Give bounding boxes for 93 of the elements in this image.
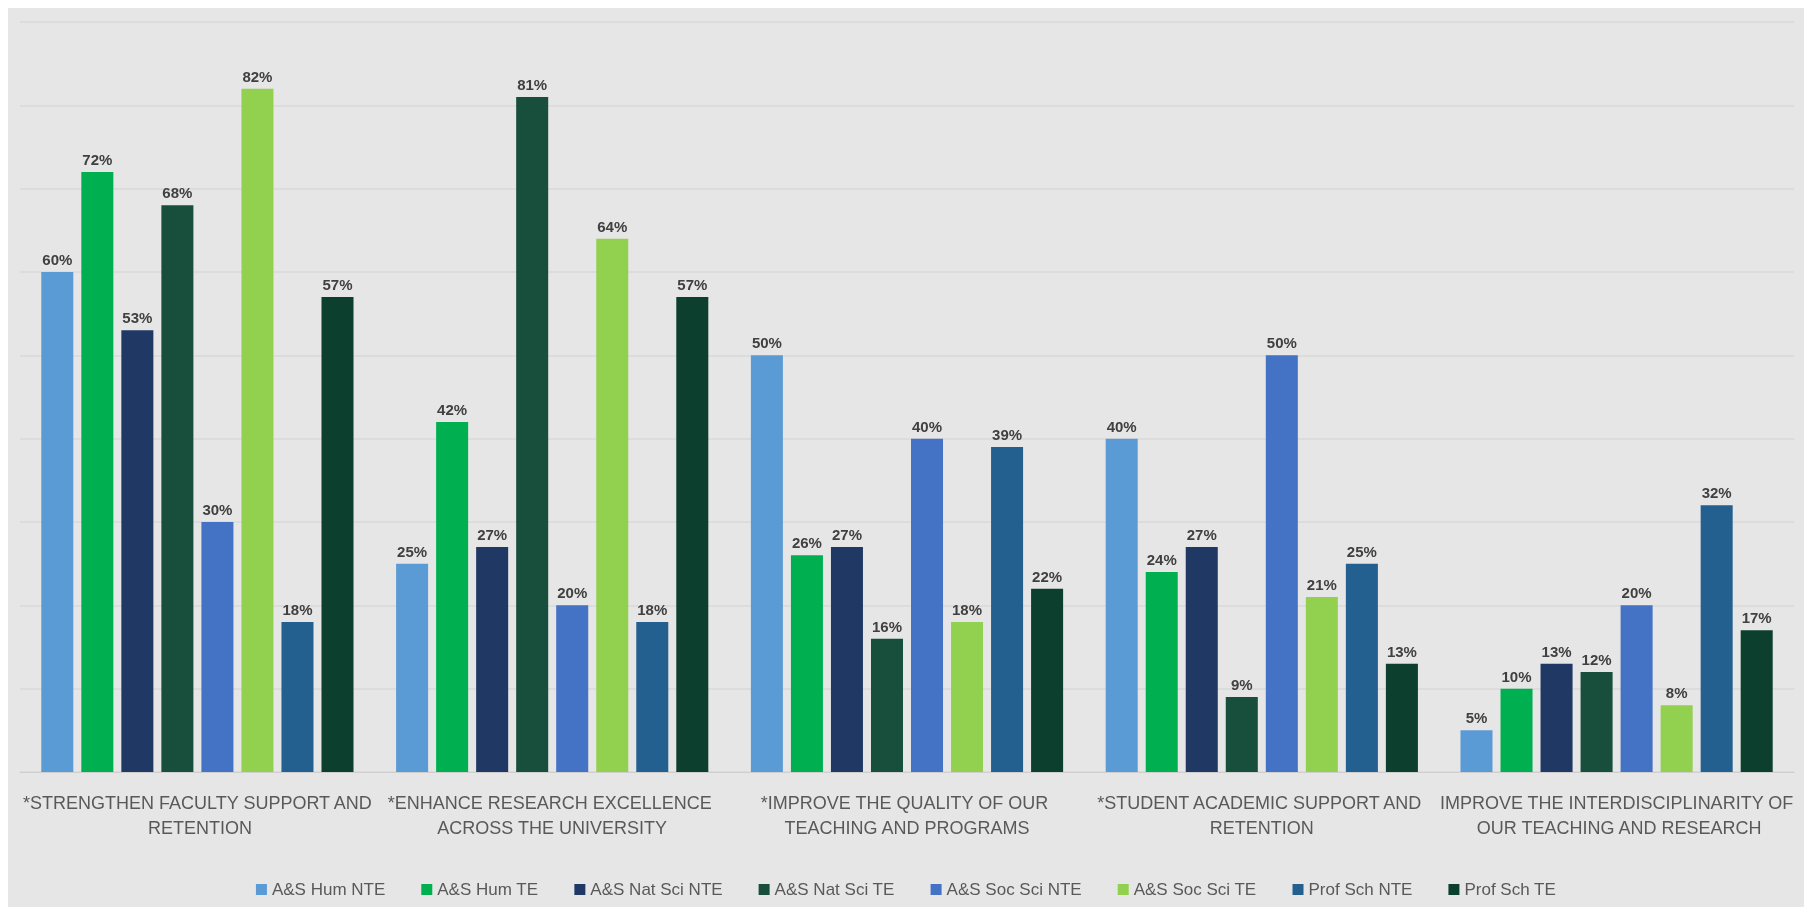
data-label: 40% [1106,417,1137,435]
data-label: 18% [637,601,668,618]
bar [241,88,274,772]
data-label: 50% [1266,334,1297,352]
bar [1385,663,1418,772]
data-label: 72% [82,151,113,168]
data-label: 27% [477,526,508,543]
data-label: 60% [42,251,73,268]
x-tick-label: *IMPROVE THE QUALITY OF OUR TEACHING AND PROGRAMS [760,792,1054,838]
x-tick-label: *ENHANCE RESEARCH EXCELLENCE ACROSS THE UNIVERSITY [387,792,717,838]
legend-label: A&S Soc Sci TE [1133,880,1257,899]
data-label: 10% [1501,667,1532,685]
bar [991,447,1024,772]
data-label: 50% [751,334,782,352]
bar [1345,563,1378,772]
bar [790,555,823,772]
bar [1740,630,1773,772]
bar [596,238,629,772]
data-label: 39% [992,426,1023,443]
bar [1540,663,1573,772]
data-label: 18% [282,601,313,618]
bar [1620,605,1653,772]
bar [830,547,863,772]
bar [396,563,429,772]
x-tick-label: *STRENGTHEN FACULTY SUPPORT AND RETENTION [23,792,372,838]
data-label: 12% [1581,651,1612,668]
data-label: 20% [1621,584,1652,602]
bar [1145,572,1178,772]
data-label: 21% [1306,576,1337,593]
data-label: 57% [677,276,708,293]
data-label: 57% [322,276,353,293]
legend-label: A&S Nat Sci TE [774,880,895,899]
data-label: 82% [242,67,273,85]
data-label: 13% [1386,642,1417,660]
x-tick-label: IMPROVE THE INTERDISCIPLINARITY OF OUR TEACHING AND RESEARCH [1439,792,1794,838]
bar [1460,730,1493,772]
data-label: 25% [1346,542,1377,560]
bar [870,638,903,772]
bar [161,205,194,772]
data-label: 5% [1465,709,1488,727]
legend-label: Prof Sch TE [1464,880,1556,899]
bar [1305,597,1338,772]
bar [436,422,469,772]
data-label: 16% [871,617,902,635]
bar [676,297,709,772]
x-tick-label: *STUDENT ACADEMIC SUPPORT AND RETENTION [1097,792,1427,838]
legend-label: A&S Nat Sci NTE [590,880,723,899]
data-label: 13% [1541,642,1572,660]
data-label: 53% [122,309,153,327]
bar [281,622,314,772]
bar [476,547,509,772]
bar [951,622,984,772]
data-label: 18% [952,601,983,618]
data-label: 68% [162,184,193,202]
bar [1580,672,1613,772]
bar [1225,697,1258,772]
data-label: 30% [202,501,233,518]
bar [1185,547,1218,772]
bar [81,172,114,772]
bar [321,297,354,772]
data-label: 17% [1741,609,1772,627]
bar [1265,355,1298,772]
legend-label: Prof Sch NTE [1308,880,1413,899]
legend-label: A&S Hum TE [437,880,539,899]
bar [516,97,549,772]
bar [556,605,589,772]
bar [1031,588,1064,772]
data-label: 40% [912,417,943,435]
bar [1700,505,1733,772]
bar [1105,438,1138,772]
data-label: 27% [831,526,862,543]
data-label: 32% [1701,484,1732,502]
legend-label: A&S Hum NTE [271,880,386,899]
legend-label: A&S Soc Sci NTE [946,880,1082,899]
bar [201,522,234,772]
data-label: 22% [1032,567,1063,585]
bar [121,330,154,772]
bar [750,355,783,772]
data-label: 81% [517,76,548,93]
bar [636,622,669,772]
data-label: 24% [1146,551,1177,568]
bar [41,272,74,772]
data-label: 27% [1186,526,1217,543]
bar [1500,688,1533,772]
bar [911,438,944,772]
bar [1660,705,1693,772]
data-label: 20% [557,584,588,602]
data-label: 9% [1230,676,1253,693]
data-label: 8% [1665,684,1688,702]
data-label: 64% [597,217,628,235]
data-label: 25% [397,542,428,560]
data-label: 26% [791,534,822,552]
data-label: 42% [437,401,468,418]
